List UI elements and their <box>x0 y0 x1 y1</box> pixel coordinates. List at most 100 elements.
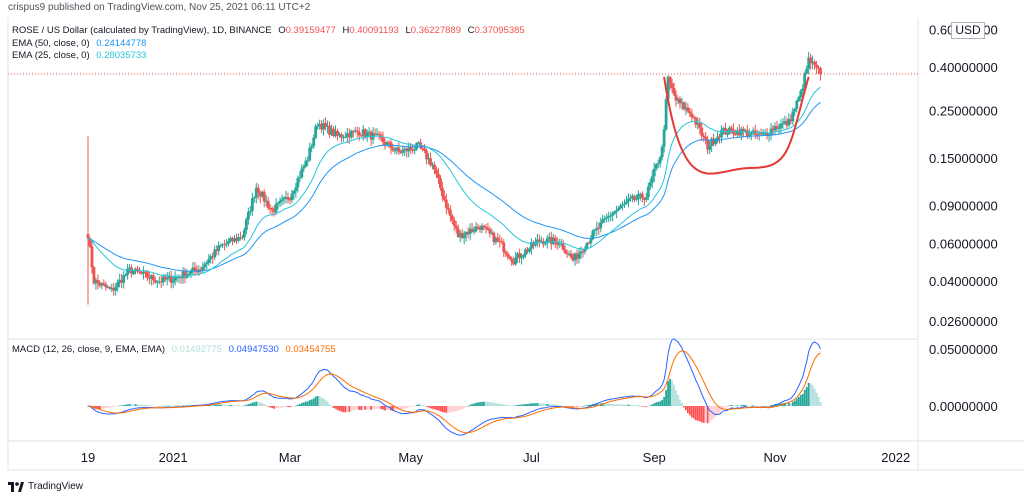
macd-histogram-bar <box>669 378 671 406</box>
ema25-legend[interactable]: EMA (25, close, 0) 0.28035733 <box>12 50 150 61</box>
candle-body <box>444 199 448 208</box>
macd-histogram-bar <box>116 406 119 407</box>
time-tick-label: 2022 <box>881 450 910 465</box>
candle-body <box>543 242 547 245</box>
macd-histogram-bar <box>235 405 238 407</box>
candle-body <box>518 253 522 259</box>
candle-body <box>94 280 98 284</box>
macd-histogram-bar <box>621 404 624 406</box>
macd-histogram-bar <box>714 406 717 417</box>
candle-body <box>593 229 597 231</box>
candle-body <box>502 242 506 253</box>
candle-body <box>318 124 322 126</box>
candle-body <box>549 237 553 245</box>
macd-histogram-bar <box>350 406 353 411</box>
candle-body <box>294 187 298 191</box>
candle-body <box>199 269 203 271</box>
candle-body <box>454 225 458 229</box>
candle-body <box>633 195 636 200</box>
macd-legend[interactable]: MACD (12, 26, close, 9, EMA, EMA) 0.0149… <box>12 344 340 355</box>
candle-body <box>749 131 753 135</box>
candle-body <box>138 271 141 273</box>
candle-body <box>302 166 306 169</box>
candle-body <box>734 134 737 136</box>
macd-histogram-bar <box>496 403 499 406</box>
macd-histogram-bar <box>263 404 266 406</box>
candle-body <box>219 245 223 247</box>
macd-histogram-bar <box>679 399 681 406</box>
candle-body <box>551 237 555 245</box>
macd-histogram-bar <box>283 406 285 408</box>
macd-histogram-bar <box>322 398 325 406</box>
macd-histogram-bar <box>685 406 687 411</box>
candle-body <box>312 137 316 147</box>
ema50-legend[interactable]: EMA (50, close, 0) 0.24144778 <box>12 38 150 49</box>
macd-histogram-bar <box>275 406 277 409</box>
macd-histogram-bar <box>766 406 768 407</box>
macd-histogram-bar <box>393 406 396 411</box>
macd-histogram-bar <box>447 406 450 413</box>
candle-body <box>391 147 395 151</box>
candle-body <box>431 164 434 166</box>
macd-histogram-bar <box>615 404 618 406</box>
macd-histogram-bar <box>675 390 677 406</box>
macd-histogram-bar <box>619 404 622 406</box>
candle-body <box>314 126 318 138</box>
candle-body <box>817 67 820 69</box>
macd-histogram-bar <box>427 406 430 408</box>
candle-body <box>175 277 179 279</box>
candle-body <box>587 242 591 244</box>
macd-histogram-bar <box>595 403 598 406</box>
candle-body <box>284 196 288 198</box>
macd-histogram-bar <box>776 404 778 406</box>
symbol-title: ROSE / US Dollar (calculated by TradingV… <box>12 25 272 36</box>
currency-badge[interactable]: USD <box>951 22 985 39</box>
macd-histogram-bar <box>253 402 256 406</box>
macd-histogram-bar <box>819 402 822 406</box>
macd-histogram-bar <box>170 405 173 407</box>
candle-body <box>217 245 221 252</box>
macd-histogram-bar <box>296 404 299 406</box>
candle-body <box>496 237 500 241</box>
macd-histogram-bar <box>524 404 527 406</box>
candle-body <box>140 272 143 274</box>
symbol-legend[interactable]: ROSE / US Dollar (calculated by TradingV… <box>12 25 529 36</box>
tradingview-logo[interactable]: TradingView <box>8 481 83 492</box>
macd-histogram-bar <box>401 406 404 410</box>
candle-body <box>619 205 622 209</box>
macd-histogram-bar <box>150 405 153 407</box>
macd-histogram-bar <box>445 406 448 413</box>
macd-histogram-bar <box>413 406 416 407</box>
macd-histogram-bar <box>419 404 422 406</box>
candle-body <box>591 230 595 240</box>
macd-histogram-bar <box>437 406 440 411</box>
macd-histogram-bar <box>562 405 565 407</box>
macd-histogram-bar <box>706 406 709 424</box>
candle-body <box>793 108 797 112</box>
candle-body <box>223 244 227 246</box>
macd-histogram-bar <box>811 385 814 406</box>
macd-histogram-bar <box>146 405 149 406</box>
macd-histogram-bar <box>801 393 804 406</box>
macd-histogram-bar <box>162 405 165 407</box>
candle-body <box>512 261 516 265</box>
macd-histogram-bar <box>677 394 679 406</box>
candle-body <box>266 200 270 208</box>
candle-body <box>787 119 791 126</box>
candle-body <box>353 130 357 132</box>
candle-body <box>179 277 183 279</box>
macd-histogram-bar <box>726 406 729 407</box>
candle-body <box>298 177 302 179</box>
macd-histogram-bar <box>683 406 685 408</box>
macd-histogram-bar <box>233 405 236 406</box>
macd-histogram-bar <box>364 406 367 410</box>
macd-histogram-bar <box>516 404 519 406</box>
macd-histogram-bar <box>267 406 270 407</box>
candle-body <box>811 61 815 64</box>
macd-histogram-bar <box>587 404 590 406</box>
candle-body <box>494 237 498 243</box>
candle-body <box>341 137 345 139</box>
macd-histogram-bar <box>342 406 345 413</box>
candle-body <box>248 211 252 213</box>
